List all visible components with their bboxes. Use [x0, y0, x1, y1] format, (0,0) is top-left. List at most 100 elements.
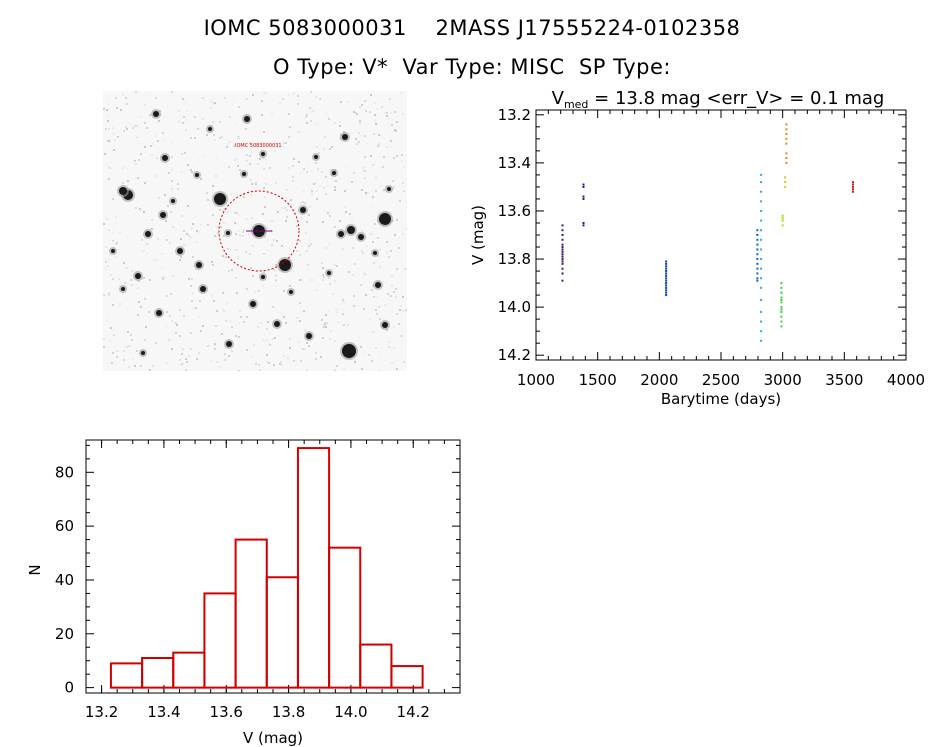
sky-noise-pixel: [307, 224, 309, 226]
sky-noise-pixel: [403, 166, 405, 168]
sky-noise-pixel: [211, 261, 213, 263]
sky-noise-pixel: [354, 359, 356, 361]
sky-noise-pixel: [336, 311, 338, 313]
sky-noise-pixel: [331, 146, 333, 148]
sky-noise-pixel: [190, 169, 192, 171]
histogram-y-tick-label: 60: [55, 517, 74, 535]
sky-noise-pixel: [231, 326, 233, 328]
sky-noise-pixel: [344, 190, 346, 192]
sky-noise-pixel: [178, 110, 180, 112]
lightcurve-point: [665, 289, 668, 292]
sky-noise-pixel: [211, 101, 213, 103]
star: [177, 248, 183, 254]
sky-noise-pixel: [361, 104, 363, 106]
sky-noise-pixel: [363, 170, 365, 172]
sky-noise-pixel: [108, 258, 110, 260]
sky-noise-pixel: [231, 350, 233, 352]
sky-noise-pixel: [401, 160, 403, 162]
sky-noise-pixel: [140, 365, 142, 367]
sky-noise-pixel: [398, 237, 400, 239]
sky-noise-pixel: [290, 199, 292, 201]
histogram-bar: [328, 546, 362, 689]
sky-noise-pixel: [103, 338, 105, 340]
sky-noise-pixel: [180, 256, 182, 258]
sky-noise-pixel: [298, 131, 300, 133]
sky-noise-pixel: [362, 167, 364, 169]
sky-noise-pixel: [130, 217, 132, 219]
sky-noise-pixel: [125, 97, 127, 99]
sky-noise-pixel: [395, 288, 397, 290]
sky-noise-pixel: [212, 214, 214, 216]
star: [327, 271, 331, 275]
sky-noise-pixel: [214, 343, 216, 345]
sky-noise-pixel: [403, 190, 405, 192]
sky-noise-pixel: [393, 291, 395, 293]
sky-noise-pixel: [149, 369, 151, 371]
sky-noise-pixel: [398, 323, 400, 325]
lightcurve-point: [785, 142, 788, 145]
sky-noise-pixel: [181, 171, 183, 173]
sky-noise-pixel: [181, 153, 183, 155]
sky-field-image: IOMC 5083000031: [103, 91, 407, 371]
sky-noise-pixel: [264, 351, 266, 353]
sky-noise-pixel: [168, 359, 170, 361]
lightcurve-x-tick-label: 4000: [887, 371, 925, 389]
star: [208, 127, 212, 131]
target-label: IOMC 5083000031: [235, 143, 282, 149]
sky-noise-pixel: [316, 190, 318, 192]
sky-noise-pixel: [300, 360, 302, 362]
sky-noise-pixel: [399, 200, 401, 202]
sky-noise-pixel: [136, 125, 138, 127]
sky-noise-pixel: [404, 268, 406, 270]
sky-noise-pixel: [296, 317, 298, 319]
lightcurve-point: [665, 267, 668, 270]
sky-noise-pixel: [304, 348, 306, 350]
sky-noise-pixel: [133, 161, 135, 163]
sky-noise-pixel: [146, 243, 148, 245]
sky-noise-pixel: [238, 106, 240, 108]
lightcurve-point: [851, 188, 854, 191]
sky-noise-pixel: [261, 100, 263, 102]
lightcurve-y-label: V (mag): [469, 205, 487, 265]
sky-noise-pixel: [190, 237, 192, 239]
sky-noise-pixel: [396, 368, 398, 370]
sky-noise-pixel: [211, 99, 213, 101]
sky-noise-pixel: [276, 240, 278, 242]
sky-noise-pixel: [266, 249, 268, 251]
sky-noise-pixel: [375, 319, 377, 321]
sky-noise-pixel: [253, 200, 255, 202]
lightcurve-point: [561, 262, 564, 265]
sky-noise-pixel: [315, 96, 317, 98]
sky-noise-pixel: [183, 210, 185, 212]
sky-noise-pixel: [326, 322, 328, 324]
sky-noise-pixel: [330, 330, 332, 332]
sky-noise-pixel: [334, 226, 336, 228]
sky-noise-pixel: [131, 339, 133, 341]
lightcurve-point: [785, 152, 788, 155]
sky-noise-pixel: [157, 140, 159, 142]
sky-noise-pixel: [196, 358, 198, 360]
sky-noise-pixel: [368, 354, 370, 356]
sky-noise-pixel: [183, 116, 185, 118]
sky-noise-pixel: [149, 114, 151, 116]
sky-noise-pixel: [298, 161, 300, 163]
sky-noise-pixel: [242, 231, 244, 233]
sky-noise-pixel: [161, 253, 163, 255]
sky-noise-pixel: [375, 123, 377, 125]
sky-noise-pixel: [367, 143, 369, 145]
sky-noise-pixel: [226, 146, 228, 148]
sky-noise-pixel: [307, 264, 309, 266]
sky-noise-pixel: [234, 212, 236, 214]
sky-noise-pixel: [296, 225, 298, 227]
lightcurve-point: [582, 185, 585, 188]
sky-noise-pixel: [225, 256, 227, 258]
sky-noise-pixel: [164, 236, 166, 238]
sky-noise-pixel: [303, 168, 305, 170]
sky-noise-pixel: [179, 259, 181, 261]
sky-noise-pixel: [380, 185, 382, 187]
sky-noise-pixel: [238, 370, 240, 371]
sky-noise-pixel: [148, 311, 150, 313]
sky-noise-pixel: [238, 336, 240, 338]
sky-noise-pixel: [171, 169, 173, 171]
sky-noise-pixel: [351, 181, 353, 183]
